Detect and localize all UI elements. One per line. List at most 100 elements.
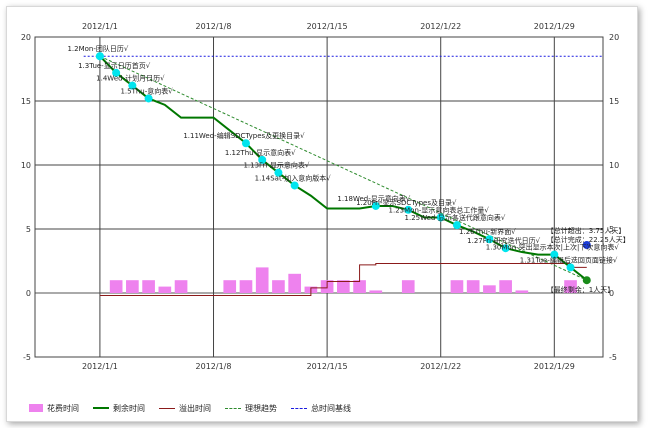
remaining-point	[144, 94, 153, 103]
point-annotation: 1.3Tue-显示日历首页√	[78, 61, 151, 70]
y-tick-label-right: 5	[609, 225, 614, 234]
legend-label-remaining: 剩余时间	[113, 403, 145, 413]
finish-point	[582, 276, 591, 285]
point-annotation: 1.25Wed-显示各送代跟意向表√	[405, 213, 506, 222]
point-annotation: 1.18Wed-显示意向表√	[337, 194, 410, 203]
remaining-point	[258, 155, 267, 164]
spent-bar	[483, 285, 496, 293]
legend-swatch-ideal	[225, 407, 241, 409]
spent-bar	[515, 290, 529, 293]
spent-bars	[109, 267, 577, 293]
spent-bar	[158, 286, 172, 293]
y-tick-label-right: 15	[609, 97, 619, 106]
remaining-point	[404, 205, 413, 214]
x-tick-label-top: 2012/1/8	[196, 22, 232, 31]
legend-label-baseline: 总时间基线	[311, 403, 351, 413]
spent-bar	[174, 280, 188, 293]
spent-bar	[239, 280, 253, 293]
ideal-trend-line	[99, 55, 587, 281]
point-annotations: 1.2Mon-团队日历√ 1.3Tue-显示日历首页√ 1.4Wed-计划月日历√ 1…	[67, 44, 629, 294]
start-point	[95, 52, 104, 61]
y-tick-label-right: -5	[609, 353, 617, 362]
remaining-point	[501, 244, 510, 253]
remaining-point	[241, 139, 250, 148]
point-annotation: 1.12Thu-显示意向表√	[225, 148, 296, 157]
chart-window: 1.2Mon-团队日历√ 1.3Tue-显示日历首页√ 1.4Wed-计划月日历√ 1…	[6, 6, 638, 422]
spent-bar	[450, 280, 464, 293]
y-tick-label-left: 10	[21, 161, 31, 170]
spent-bar	[499, 280, 512, 293]
x-tick-label-bottom: 2012/1/8	[196, 362, 232, 371]
remaining-point	[371, 201, 380, 210]
legend-swatch-overflow	[159, 407, 175, 409]
remaining-point	[566, 263, 575, 272]
legend-swatch-remaining	[93, 407, 109, 409]
point-annotation: 1.30Mon-突出显示本次|上次|下次意向表√	[486, 243, 620, 252]
y-tick-label-right: 0	[609, 289, 614, 298]
spent-bar	[353, 280, 366, 293]
remaining-point	[550, 250, 559, 259]
grid-lines	[35, 36, 603, 358]
estimate-point	[582, 241, 591, 249]
spent-bar	[272, 280, 285, 293]
plot-area-border	[34, 36, 604, 358]
spent-bar	[564, 280, 577, 293]
point-annotation: 1.27Fri-研究迭代日历√	[467, 236, 540, 245]
point-annotation: 1.23Mon-显示意向表总工作量√	[389, 205, 490, 214]
remaining-point	[452, 221, 461, 230]
point-annotation: 1.13Fri-显示意向表√	[243, 161, 309, 170]
y-tick-label-right: 20	[609, 33, 619, 42]
spent-bar	[337, 280, 350, 293]
legend-label-overflow: 溢出时间	[179, 403, 211, 413]
axes: -5 -5 0 0 5 5 10 10 15 15 20 20 2012/1/1 2012/1/1 2012…	[21, 22, 619, 371]
point-annotation: 1.5Thu-意向表√	[120, 86, 173, 95]
y-tick-label-left: -5	[23, 353, 31, 362]
legend-swatch-baseline	[291, 407, 307, 409]
y-tick-label-left: 5	[26, 225, 31, 234]
legend-item-spent: 花费时间	[29, 403, 79, 414]
spent-bar	[288, 273, 301, 293]
spent-bar	[126, 280, 139, 293]
x-tick-label-bottom: 2012/1/22	[420, 362, 461, 371]
legend-swatch-spent	[29, 404, 43, 412]
legend-label-ideal: 理想趋势	[245, 403, 277, 413]
x-tick-label-top: 2012/1/29	[534, 22, 575, 31]
remaining-point	[112, 68, 121, 77]
point-annotation: 1.11Wed-编辑SDCTypes及更换目录√	[183, 131, 305, 140]
legend-item-remaining: 剩余时间	[93, 403, 145, 414]
spent-bar	[223, 280, 237, 293]
spent-bar	[255, 267, 269, 293]
remaining-point	[290, 181, 299, 190]
summary-final-remaining: 【最终剩余：1人天】	[547, 285, 614, 294]
y-tick-label-left: 20	[21, 33, 31, 42]
overflow-line	[99, 263, 587, 297]
burndown-chart: 1.2Mon-团队日历√ 1.3Tue-显示日历首页√ 1.4Wed-计划月日历√ 1…	[21, 22, 630, 371]
summary-total-done: 【总计完成：22.25人天】	[547, 235, 630, 244]
spent-bar	[466, 280, 480, 293]
point-annotation: 1.14Sat-加入意向版本√	[255, 173, 332, 182]
legend-item-overflow: 溢出时间	[159, 403, 211, 414]
point-annotation: 1.4Wed-计划月日历√	[96, 74, 165, 83]
point-annotation: 1.20Fri-显示SDCTypes及目录√	[356, 199, 457, 207]
summary-total-estimate: 【总计超出：3.75人天】	[547, 226, 626, 235]
remaining-point	[274, 168, 283, 177]
series-points	[95, 52, 591, 285]
y-tick-label-left: 0	[26, 289, 31, 298]
remaining-point	[485, 235, 494, 244]
spent-bar	[142, 280, 155, 293]
x-tick-label-bottom: 2012/1/1	[82, 362, 118, 371]
point-annotation: 1.2Mon-团队日历√	[67, 44, 128, 53]
legend-item-ideal: 理想趋势	[225, 403, 277, 414]
legend-label-spent: 花费时间	[47, 403, 79, 413]
x-tick-label-bottom: 2012/1/29	[534, 362, 575, 371]
remaining-point	[128, 81, 137, 90]
legend: 花费时间 剩余时间 溢出时间 理想趋势 总时间基线	[29, 401, 351, 415]
spent-bar	[369, 290, 383, 293]
x-tick-label-top: 2012/1/1	[82, 22, 118, 31]
y-tick-label-right: 10	[609, 161, 619, 170]
spent-bar	[401, 280, 415, 293]
y-tick-label-left: 15	[21, 97, 31, 106]
spent-bar	[109, 280, 123, 293]
x-tick-label-bottom: 2012/1/15	[307, 362, 348, 371]
point-annotation: 1.31Tue-编辑后迭回页面链接√	[520, 255, 618, 264]
